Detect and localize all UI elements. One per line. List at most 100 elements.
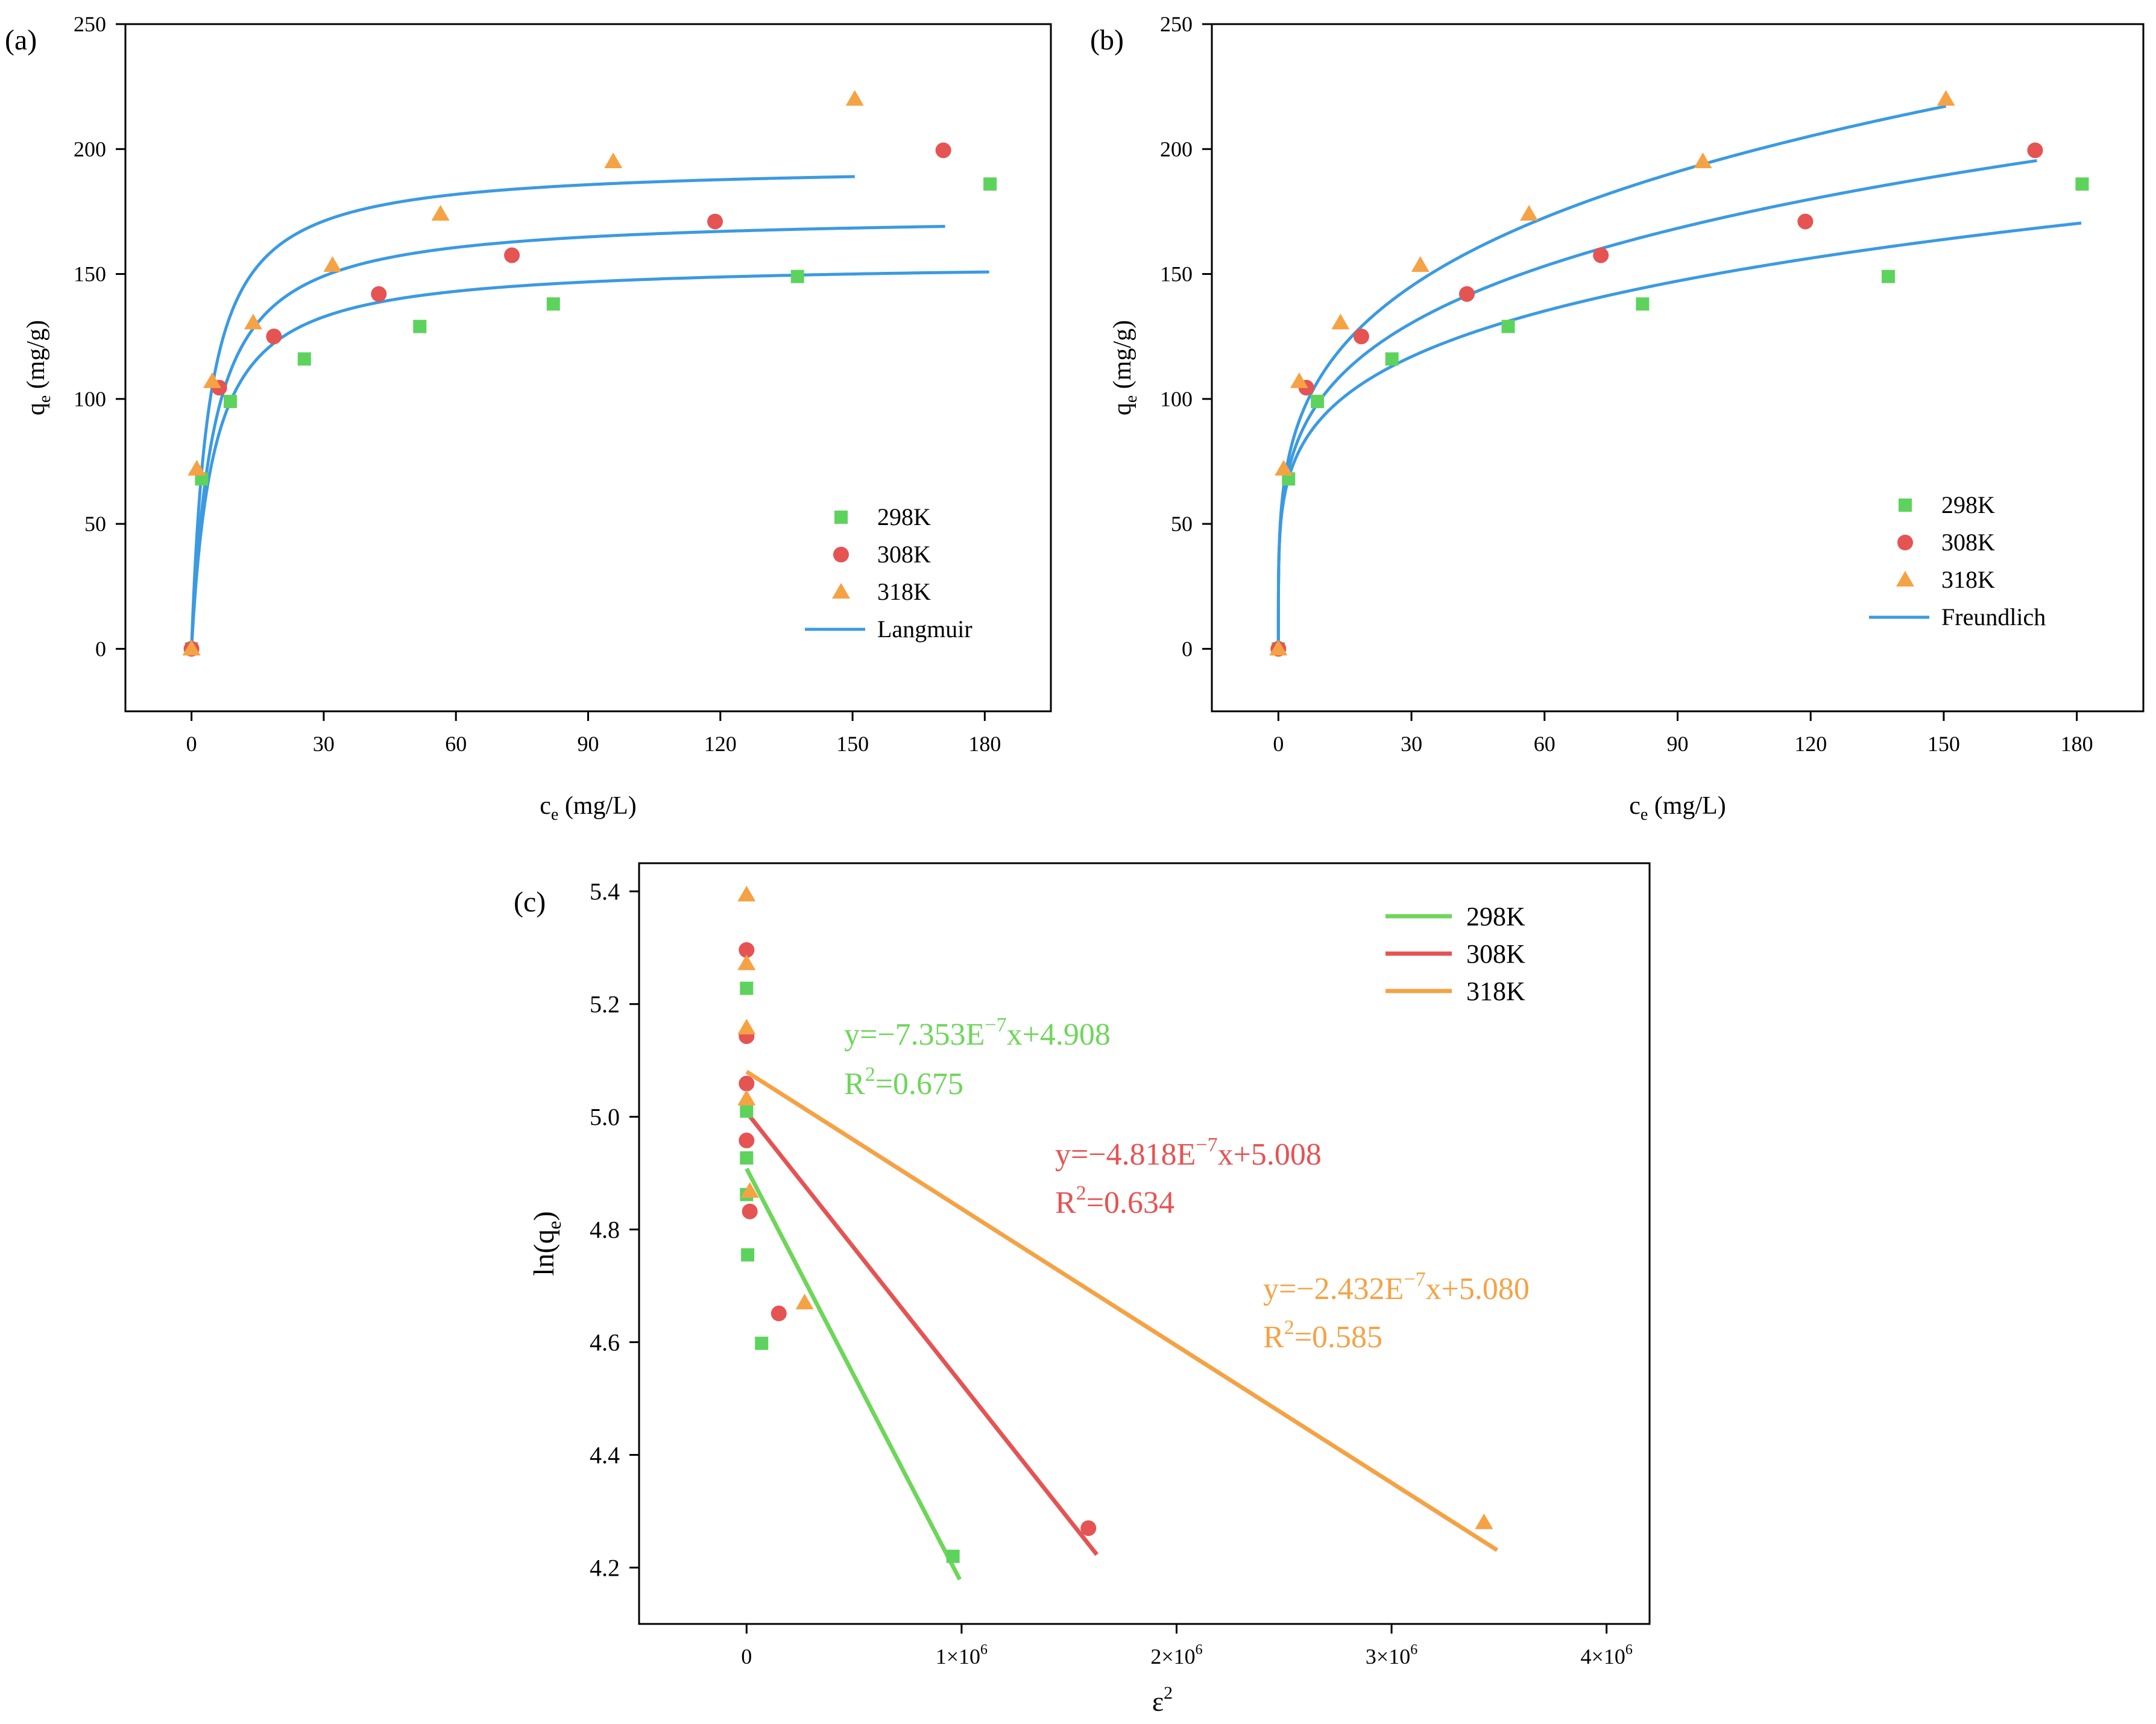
data-point: [739, 1075, 755, 1092]
x-axis-title-main: c: [540, 792, 551, 820]
series-308K: [1270, 142, 2043, 657]
legend-marker-308K: [1897, 535, 1913, 550]
y-axis-title-main: q: [22, 403, 50, 415]
x-tick-label: 1×106: [936, 1642, 988, 1669]
fit-curve-308K: [1276, 159, 2037, 649]
series-298K: [184, 177, 997, 656]
data-point: [946, 1549, 960, 1563]
fit-equation: y=−2.432E−7x+5.080: [1263, 1268, 1530, 1306]
x-tick-label: 2×106: [1150, 1642, 1202, 1669]
data-point: [1520, 205, 1539, 221]
x-tick-label-main: 4×10: [1581, 1644, 1625, 1669]
y-tick-label: 50: [84, 512, 106, 536]
r-squared-prefix: R: [1055, 1186, 1076, 1220]
x-tick-label: 60: [445, 732, 467, 756]
legend-label-fit: Langmuir: [877, 615, 972, 643]
panel-label: (b): [1090, 24, 1124, 56]
x-tick-label: 0: [186, 732, 197, 756]
x-tick-label-exp: 6: [1196, 1642, 1203, 1658]
data-point: [203, 372, 221, 388]
data-point: [323, 256, 342, 272]
y-axis-title-unit: (mg/g): [1109, 320, 1136, 395]
x-axis-title-main: c: [1629, 792, 1641, 820]
y-tick-label: 250: [1160, 12, 1193, 36]
fit-r-squared: R2=0.634: [1055, 1182, 1174, 1220]
plot-frame: [124, 23, 1052, 713]
legend: 298K 308K 318K Freundlich: [1869, 491, 2046, 631]
data-point: [2075, 177, 2089, 191]
data-point: [1269, 640, 1288, 656]
annotation-308K: y=−4.818E−7x+5.008 R2=0.634: [1055, 1134, 1322, 1220]
x-tick-label: 90: [578, 732, 599, 756]
data-point: [755, 1336, 769, 1350]
y-axis-title-sub: e: [1122, 395, 1141, 403]
r-squared-suffix: =0.675: [875, 1067, 963, 1101]
data-point: [739, 942, 755, 958]
data-point: [741, 1248, 755, 1262]
data-point: [1275, 459, 1293, 476]
annotation-318K: y=−2.432E−7x+5.080 R2=0.585: [1263, 1268, 1530, 1354]
legend-marker-298K: [834, 511, 848, 524]
fit-equation-prefix: y=−2.432E: [1263, 1272, 1404, 1306]
fit-equation-suffix: x+5.008: [1218, 1137, 1322, 1172]
data-point: [266, 329, 282, 345]
x-tick-label: 3×106: [1366, 1642, 1417, 1669]
fit-line-318K: [745, 1069, 1499, 1552]
x-tick-label: 60: [1534, 732, 1556, 756]
x-axis-title-unit: (mg/L): [558, 792, 636, 820]
fit-r-squared: R2=0.585: [1263, 1317, 1382, 1354]
data-point: [2027, 142, 2043, 159]
legend-label-318K: 318K: [1466, 977, 1525, 1006]
fit-curve-298K: [190, 270, 989, 649]
y-tick-label: 5.0: [590, 1104, 620, 1131]
data-point: [504, 247, 520, 263]
data-point: [737, 1089, 756, 1106]
fit-equation-exp: −7: [1196, 1134, 1217, 1156]
fit-equation: y=−4.818E−7x+5.008: [1055, 1134, 1322, 1172]
x-tick-label-main: 1×10: [936, 1644, 980, 1669]
chart-panel-c: (c)0 1×106 2×106 3×106 4×1064.24.44.64.85.05…: [514, 862, 1651, 1717]
series-318K: [1269, 90, 1955, 656]
x-tick-label-exp: 6: [1410, 1642, 1417, 1658]
legend-label-318K: 318K: [877, 578, 931, 605]
y-tick-label: 250: [74, 12, 106, 36]
data-point: [737, 954, 756, 971]
x-tick-label-main: 3×10: [1366, 1644, 1410, 1669]
y-tick-label: 5.2: [590, 991, 620, 1018]
x-axis-title: ce (mg/L): [540, 792, 637, 824]
fit-r-squared: R2=0.675: [844, 1063, 963, 1101]
fit-curve-318K: [190, 175, 855, 649]
data-point: [371, 286, 387, 302]
data-point: [740, 1151, 754, 1165]
series-308K: [183, 142, 951, 657]
y-axis-title: ln(qe): [528, 1211, 565, 1276]
x-tick-label: 180: [2061, 732, 2093, 756]
fit-equation: y=−7.353E−7x+4.908: [844, 1014, 1111, 1052]
data-point: [195, 472, 209, 486]
fit-curve-318K: [1276, 104, 1947, 649]
legend-marker-318K: [832, 583, 850, 599]
x-axis-title-sup: 2: [1164, 1683, 1173, 1703]
data-point: [1593, 247, 1609, 263]
x-axis-title-sub: e: [1641, 805, 1648, 824]
x-axis-title-unit: (mg/L): [1648, 792, 1726, 820]
x-tick-label: 0: [1273, 732, 1284, 756]
data-point: [983, 177, 997, 191]
data-point: [413, 319, 427, 333]
data-point: [604, 153, 623, 168]
fit-line-308K: [745, 1111, 1098, 1556]
fit-curve-308K: [190, 225, 945, 649]
legend-label-298K: 298K: [1941, 491, 1995, 518]
y-axis-title-sub: e: [36, 395, 54, 403]
fit-equation-prefix: y=−7.353E: [844, 1018, 985, 1052]
y-tick-label: 100: [74, 387, 106, 411]
r-squared-suffix: =0.634: [1086, 1186, 1174, 1220]
fit-equation-exp: −7: [1404, 1268, 1425, 1291]
panel-label: (a): [5, 24, 37, 56]
x-tick-label: 90: [1667, 732, 1689, 756]
legend-label-298K: 298K: [1466, 902, 1525, 931]
y-tick-label: 100: [1160, 387, 1193, 411]
y-tick-label: 4.8: [590, 1216, 620, 1244]
